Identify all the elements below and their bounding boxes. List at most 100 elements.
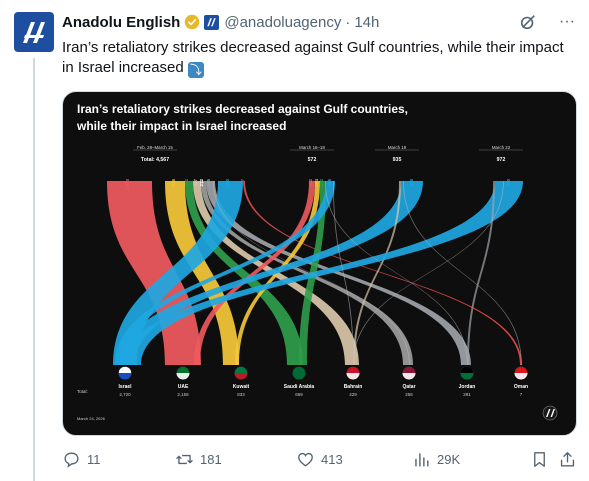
anadolu-logo-icon — [23, 22, 45, 43]
p4-value-0: 920 — [506, 179, 511, 187]
bookmark-button[interactable] — [530, 448, 549, 470]
flag-band — [118, 373, 132, 380]
stream-p2-israel — [115, 181, 335, 365]
flag-band — [234, 373, 248, 380]
country-total: 2,156 — [177, 392, 189, 397]
views-button[interactable]: 29K — [412, 448, 460, 470]
reply-button[interactable]: 11 — [62, 448, 101, 470]
reply-count: 11 — [87, 451, 101, 467]
period-label-3: March 22 — [492, 145, 511, 150]
repost-count: 181 — [200, 451, 222, 467]
flag-band — [460, 373, 474, 380]
country-name: UAE — [178, 384, 189, 390]
separator: · — [345, 13, 351, 31]
sankey-infographic: Iran’s retaliatory strikes decreased aga… — [76, 102, 558, 421]
country-name: Israel — [118, 384, 132, 390]
country-total: 281 — [463, 392, 471, 397]
timestamp[interactable]: 14h — [354, 13, 380, 31]
period-total-0: Total: 4,567 — [141, 157, 169, 163]
share-button[interactable] — [558, 448, 577, 470]
stream-p1-qatar — [201, 181, 413, 365]
action-bar: 11 181 413 29K — [62, 448, 577, 470]
country-node-qatar: Qatar 256 — [402, 366, 416, 397]
country-name: Bahrain — [344, 384, 363, 390]
flag-band — [292, 373, 306, 380]
views-chart-icon — [415, 452, 429, 467]
heart-icon — [298, 452, 313, 467]
country-node-oman: Oman 7 — [514, 366, 528, 397]
arrow-down-emoji-icon: ⤵ — [187, 62, 204, 78]
country-name: Saudi Arabia — [284, 384, 315, 390]
avatar[interactable] — [14, 12, 54, 52]
p1-value-5: 245 — [206, 179, 211, 187]
repost-icon — [176, 454, 193, 464]
country-total: 669 — [295, 392, 303, 397]
stream-values: 1,970 716 332 537 212 245 790 7 122 104 142 165 845 9… — [125, 179, 511, 191]
reply-icon — [64, 451, 79, 468]
country-nodes: Israel 2,720 UAE 2,156 Kuwait 833 Saudi Arabia… — [118, 366, 528, 397]
country-total: 2,720 — [119, 392, 131, 397]
period-label-0: Feb. 28–March 15 — [137, 145, 173, 150]
thin-link-3 — [353, 181, 504, 365]
stream-p2-uae — [194, 181, 315, 365]
period-label-2: March 19 — [388, 145, 407, 150]
country-name: Jordan — [459, 384, 476, 390]
like-count: 413 — [321, 451, 343, 467]
p1-value-4: 212 — [199, 179, 204, 187]
flag-band — [514, 373, 528, 380]
total-label: Total: — [77, 389, 88, 394]
thin-link-1 — [325, 181, 468, 365]
country-total: 7 — [520, 392, 523, 397]
country-node-jordan: Jordan 281 — [459, 366, 476, 397]
top-actions: ··· — [519, 12, 575, 32]
thin-link-0 — [213, 181, 410, 365]
verified-badge-icon — [185, 14, 200, 30]
p2-value-2: 142 — [319, 179, 324, 187]
p1-value-2: 332 — [184, 179, 189, 187]
country-total: 256 — [405, 392, 413, 397]
stream-p3-bahrain — [353, 181, 401, 365]
like-button[interactable]: 413 — [296, 448, 343, 470]
share-icon — [560, 451, 575, 467]
flag-band — [176, 373, 190, 380]
view-count: 29K — [437, 451, 461, 467]
country-node-saudi-arabia: Saudi Arabia 669 — [284, 366, 315, 397]
author-handle[interactable]: @anadoluagency — [224, 13, 342, 31]
affiliation-badge-icon[interactable] — [204, 14, 220, 30]
period-labels: Feb. 28–March 15 Total: 4,567 March 16–18 5… — [133, 145, 523, 163]
period-total-1: 572 — [308, 157, 317, 163]
country-node-israel: Israel 2,720 — [118, 366, 132, 397]
stream-p4-jordan — [467, 181, 495, 365]
more-options-icon[interactable]: ··· — [559, 13, 575, 30]
country-total: 833 — [237, 392, 245, 397]
p1-value-0: 1,970 — [125, 179, 130, 191]
country-node-bahrain: Bahrain 429 — [344, 366, 363, 397]
p1-value-6: 790 — [225, 179, 230, 187]
country-name: Kuwait — [233, 384, 250, 390]
stream-p1-jordan — [206, 181, 471, 365]
stream-p3-israel — [119, 181, 423, 365]
period-total-3: 972 — [497, 157, 506, 163]
infographic-title-line2: while their impact in Israel increased — [76, 119, 286, 133]
tweet-text: Iran’s retaliatory strikes decreased aga… — [62, 38, 567, 78]
thin-link-2 — [403, 181, 522, 365]
p2-value-1: 104 — [314, 179, 319, 187]
thin-link-4 — [333, 181, 354, 365]
p2-value-0: 122 — [308, 179, 313, 187]
flag-band — [346, 373, 360, 380]
streams — [107, 181, 523, 365]
tweet-header: Anadolu English @anadoluagency · 14h — [62, 12, 379, 32]
period-label-1: March 16–18 — [299, 145, 325, 150]
repost-button[interactable]: 181 — [175, 448, 222, 470]
tweet-image[interactable]: Iran’s retaliatory strikes decreased aga… — [62, 91, 577, 436]
flag-band — [402, 373, 416, 380]
grok-icon[interactable] — [519, 13, 537, 31]
stream-p4-israel — [123, 181, 523, 365]
p2-value-3: 165 — [327, 179, 332, 187]
country-name: Qatar — [402, 384, 415, 390]
stream-p1-saudi — [185, 181, 303, 365]
author-name[interactable]: Anadolu English — [62, 13, 181, 31]
country-total: 429 — [349, 392, 357, 397]
infographic-title-line1: Iran’s retaliatory strikes decreased aga… — [77, 102, 408, 116]
